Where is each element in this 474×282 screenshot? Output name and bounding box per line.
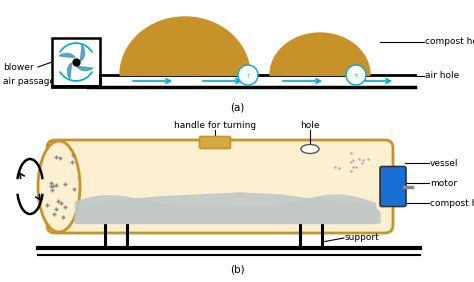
Polygon shape bbox=[81, 45, 84, 61]
Text: compost heap: compost heap bbox=[425, 38, 474, 47]
Bar bbox=[52, 38, 100, 86]
Polygon shape bbox=[270, 33, 370, 75]
Text: ↑: ↑ bbox=[354, 74, 358, 78]
Text: vessel: vessel bbox=[430, 158, 458, 168]
Polygon shape bbox=[120, 17, 250, 75]
Ellipse shape bbox=[38, 141, 80, 232]
Polygon shape bbox=[75, 193, 380, 223]
Text: air passage: air passage bbox=[3, 78, 55, 87]
Text: air hole: air hole bbox=[425, 72, 459, 80]
FancyBboxPatch shape bbox=[200, 136, 230, 149]
Text: (b): (b) bbox=[230, 265, 244, 275]
Circle shape bbox=[238, 65, 258, 85]
Text: (a): (a) bbox=[230, 103, 244, 113]
Ellipse shape bbox=[301, 144, 319, 153]
Text: hole: hole bbox=[300, 121, 320, 130]
Text: handle for turning: handle for turning bbox=[174, 121, 256, 130]
Text: support: support bbox=[345, 232, 380, 241]
Polygon shape bbox=[67, 63, 72, 79]
Polygon shape bbox=[77, 66, 93, 70]
Text: motor: motor bbox=[430, 179, 457, 188]
FancyBboxPatch shape bbox=[47, 140, 393, 233]
Text: ↑: ↑ bbox=[246, 74, 250, 78]
Text: blower: blower bbox=[3, 63, 34, 72]
Text: compost heap: compost heap bbox=[430, 199, 474, 208]
FancyBboxPatch shape bbox=[380, 166, 406, 206]
Circle shape bbox=[346, 65, 366, 85]
Polygon shape bbox=[59, 54, 75, 58]
